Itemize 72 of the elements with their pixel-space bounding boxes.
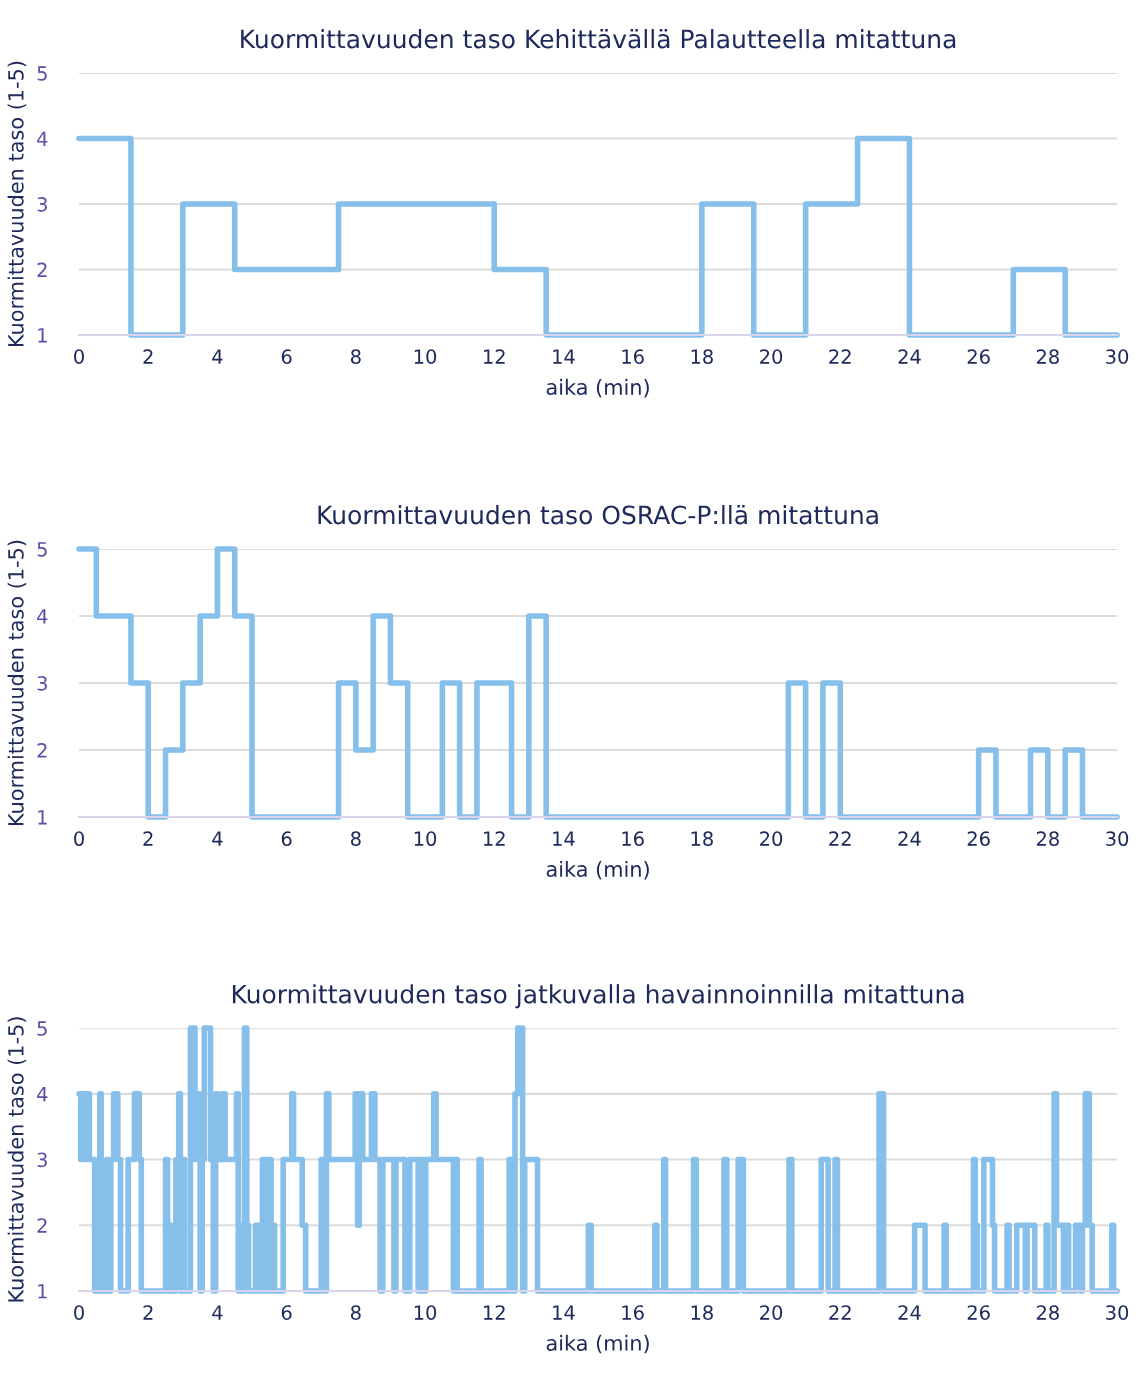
x-tick-label: 4: [212, 831, 223, 846]
x-tick-label: 16: [622, 1305, 644, 1320]
x-tick-label: 6: [281, 349, 292, 364]
x-tick-label: 2: [143, 1305, 153, 1320]
x-tick-label: 0: [74, 831, 84, 847]
x-tick-label: 8: [350, 349, 361, 364]
chart-title: Kuormittavuuden taso jatkuvalla havainnoinnilla mitattuna: [232, 984, 964, 1009]
x-tick-label: 10: [414, 831, 437, 847]
x-tick-label: 0: [74, 349, 84, 364]
x-tick-label: 28: [1036, 831, 1059, 847]
y-tick-label: 1: [38, 328, 47, 343]
x-tick-label: 6: [281, 831, 292, 847]
x-tick-label: 28: [1036, 1305, 1059, 1320]
y-tick-label: 3: [37, 676, 47, 691]
y-tick-label: 1: [38, 810, 47, 825]
y-tick-label: 5: [37, 66, 47, 81]
x-tick-label: 20: [760, 349, 783, 364]
x-tick-label: 20: [760, 1305, 783, 1320]
x-tick-label: 22: [829, 1305, 851, 1320]
x-tick-label: 12: [484, 831, 505, 846]
y-tick-label: 5: [37, 542, 47, 557]
x-tick-label: 22: [829, 831, 851, 846]
y-tick-label: 4: [37, 1087, 48, 1102]
y-tick-label: 3: [37, 1152, 47, 1168]
x-axis-title: aika (min): [546, 378, 649, 398]
x-tick-label: 26: [967, 831, 990, 847]
y-tick-label: 3: [37, 197, 47, 212]
x-tick-label: 24: [898, 831, 921, 846]
x-tick-label: 26: [967, 1305, 990, 1320]
y-tick-label: 4: [37, 131, 48, 146]
x-axis-title: aika (min): [546, 860, 649, 880]
x-tick-label: 6: [281, 1305, 292, 1320]
x-tick-label: 18: [691, 349, 713, 364]
y-tick-label: 2: [37, 262, 47, 277]
x-tick-label: 4: [212, 1305, 223, 1320]
x-tick-label: 30: [1106, 831, 1129, 847]
y-tick-label: 2: [37, 743, 47, 758]
x-axis-title: aika (min): [546, 1334, 649, 1354]
x-tick-label: 30: [1106, 349, 1129, 364]
x-tick-label: 2: [143, 349, 153, 364]
x-tick-label: 14: [553, 1305, 575, 1320]
x-tick-label: 10: [414, 1305, 437, 1320]
x-tick-label: 24: [898, 1305, 921, 1320]
x-tick-label: 20: [760, 831, 783, 847]
chart-title: Kuormittavuuden taso OSRAC-P:llä mitattuna: [318, 505, 878, 525]
x-tick-label: 14: [553, 831, 575, 846]
y-tick-label: 1: [38, 1284, 47, 1299]
x-tick-label: 28: [1036, 349, 1059, 364]
y-tick-label: 4: [37, 609, 48, 624]
x-tick-label: 26: [967, 349, 990, 364]
x-tick-label: 18: [691, 831, 713, 847]
y-axis-title: Kuormittavuuden taso (1-5): [7, 540, 27, 825]
x-tick-label: 2: [143, 831, 153, 846]
x-tick-label: 30: [1106, 1305, 1129, 1320]
y-axis-title: Kuormittavuuden taso (1-5): [7, 61, 27, 347]
x-tick-label: 10: [414, 349, 437, 364]
y-tick-label: 5: [37, 1021, 47, 1036]
x-tick-label: 14: [553, 349, 575, 364]
x-tick-label: 0: [74, 1305, 84, 1320]
x-tick-label: 4: [212, 349, 223, 364]
x-tick-label: 12: [484, 349, 505, 364]
chart-title: Kuormittavuuden taso Kehittävällä Palautteella mitattuna: [241, 29, 956, 49]
x-tick-label: 16: [622, 831, 644, 847]
x-tick-label: 16: [622, 349, 644, 364]
x-tick-label: 24: [898, 349, 921, 364]
x-tick-label: 8: [350, 1305, 361, 1320]
x-tick-label: 12: [484, 1305, 505, 1320]
x-tick-label: 22: [829, 349, 851, 364]
x-tick-label: 8: [350, 831, 361, 847]
y-tick-label: 2: [37, 1218, 47, 1233]
y-axis-title: Kuormittavuuden taso (1-5): [7, 1017, 27, 1302]
x-tick-label: 18: [691, 1305, 713, 1320]
